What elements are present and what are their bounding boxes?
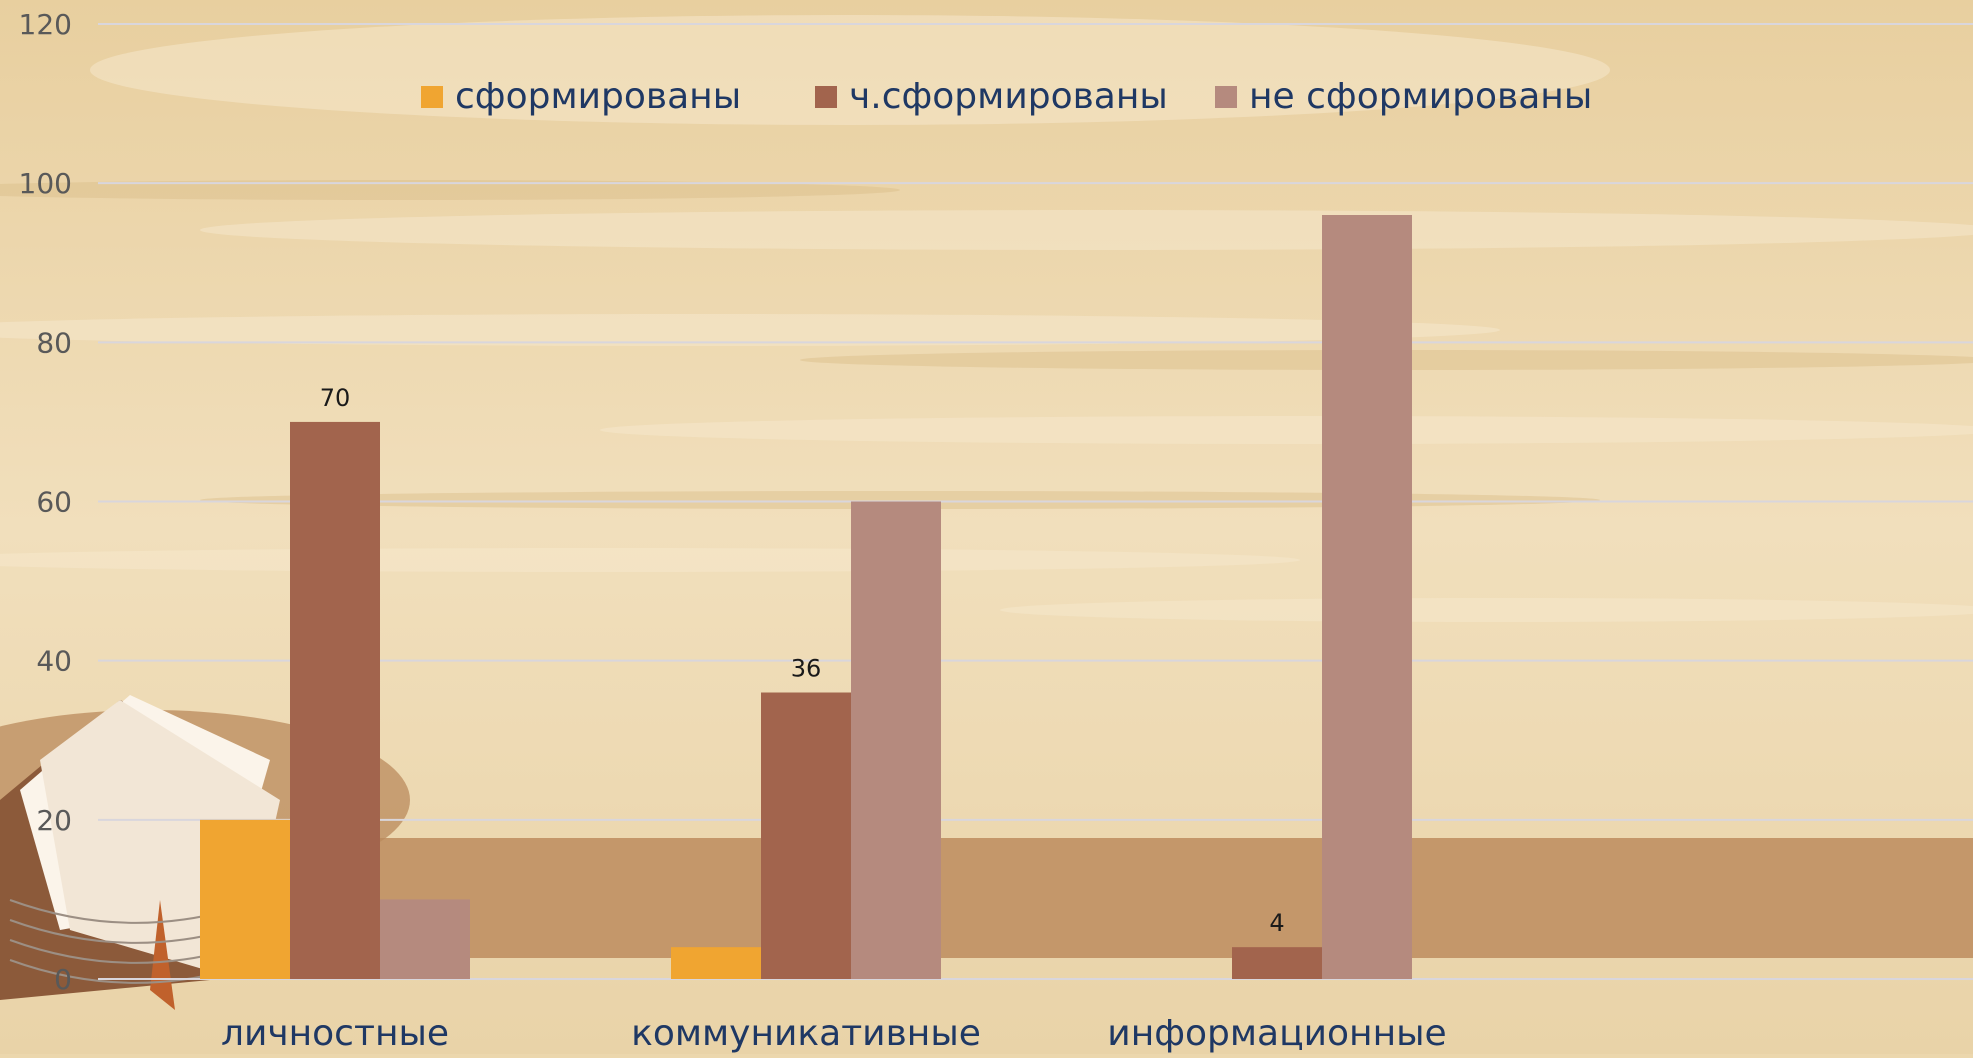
y-tick-label: 100	[19, 167, 72, 200]
y-axis-ticks: 0 20 40 60 80 100 120	[19, 8, 72, 996]
y-tick-label: 120	[19, 8, 72, 41]
legend-label: не сформированы	[1249, 76, 1592, 117]
bar	[290, 421, 380, 980]
legend-label: сформированы	[455, 76, 741, 117]
legend: сформированы ч.сформированы не сформирован…	[421, 76, 1592, 117]
bars	[200, 215, 1412, 980]
legend-swatch	[1215, 86, 1237, 108]
legend-label: ч.сформированы	[849, 76, 1168, 117]
y-tick-label: 80	[36, 326, 72, 359]
gridlines	[98, 23, 1973, 980]
legend-swatch	[421, 86, 443, 108]
data-label: 4	[1269, 909, 1284, 937]
data-label: 70	[320, 384, 351, 412]
bar	[851, 501, 941, 979]
bar	[1232, 947, 1322, 979]
data-labels: 70 36 4	[320, 384, 1285, 937]
x-category-label: личностные	[221, 1013, 449, 1054]
x-category-label: информационные	[1107, 1013, 1446, 1054]
legend-swatch	[815, 86, 837, 108]
y-tick-label: 40	[36, 645, 72, 678]
x-category-label: коммуникативные	[631, 1013, 981, 1054]
horizontal-band	[300, 838, 1973, 958]
bar	[671, 947, 761, 979]
bar	[380, 899, 470, 979]
y-tick-label: 0	[54, 963, 72, 996]
y-tick-label: 20	[36, 804, 72, 837]
bar	[761, 692, 851, 979]
bar	[200, 819, 290, 979]
x-axis-categories: личностные коммуникативные информационные	[221, 1013, 1447, 1054]
bar	[1322, 215, 1412, 979]
y-tick-label: 60	[36, 486, 72, 519]
data-label: 36	[791, 655, 822, 683]
